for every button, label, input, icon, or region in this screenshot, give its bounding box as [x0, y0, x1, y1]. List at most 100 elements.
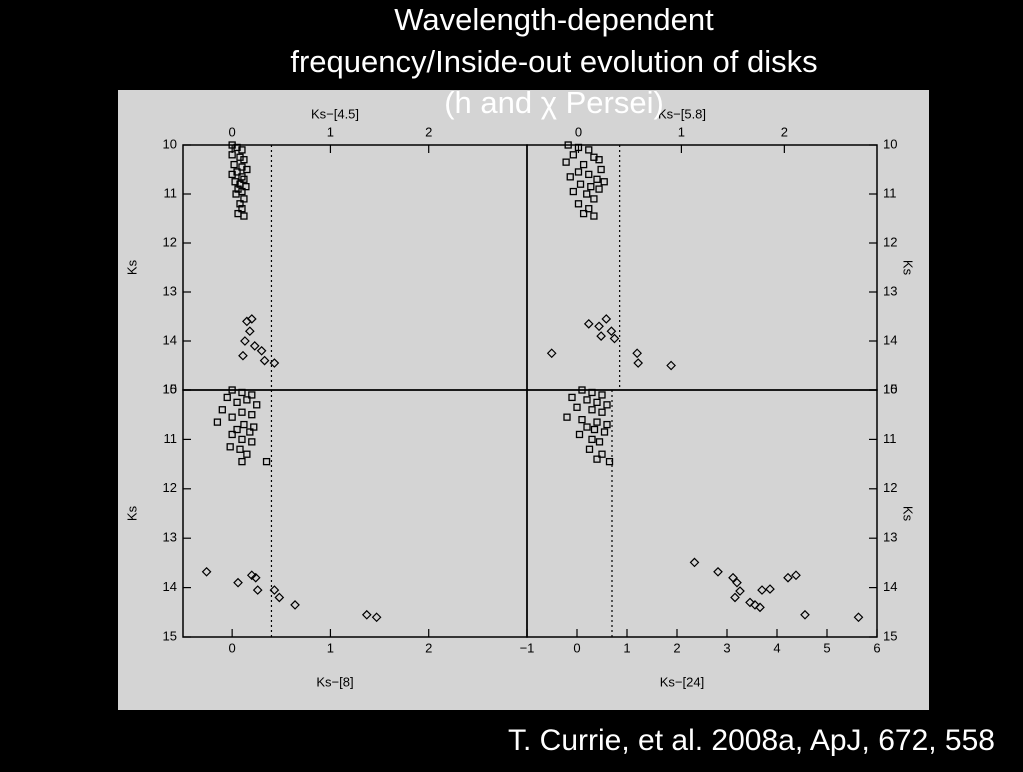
diamond-point [252, 585, 263, 595]
square-point [573, 403, 581, 411]
square-point [233, 425, 241, 434]
square-point [578, 386, 586, 394]
square-point [228, 151, 236, 159]
y-tick-label: 11 [164, 185, 178, 200]
square-point [226, 443, 234, 451]
y-tick-label: 10 [163, 136, 177, 151]
square-point [562, 158, 570, 166]
square-point [566, 173, 574, 181]
square-point [595, 185, 603, 193]
y-tick-label: 13 [883, 283, 897, 298]
x-tick-label: 2 [673, 640, 680, 655]
x-tick-label: 1 [327, 124, 334, 139]
square-point [598, 391, 606, 399]
diamond-point [757, 585, 767, 595]
y-tick-label: 12 [163, 480, 177, 495]
square-point [242, 182, 250, 191]
diamond-point [666, 360, 676, 371]
title-line: (h and χ Persei) [444, 85, 664, 120]
square-point [583, 396, 591, 404]
diamond-point [606, 326, 617, 337]
square-point [579, 160, 588, 169]
y-axis-label: Ks [901, 260, 916, 276]
square-point [583, 190, 591, 198]
square-point [228, 413, 236, 421]
y-tick-label: 15 [883, 381, 897, 396]
square-point [588, 388, 596, 397]
square-point [603, 401, 611, 409]
square-point [593, 455, 601, 463]
diamond-point [274, 592, 285, 603]
square-point [597, 165, 605, 174]
square-point [238, 457, 246, 466]
square-point [564, 141, 572, 149]
y-tick-label: 10 [883, 136, 897, 151]
x-tick-label: 6 [873, 640, 880, 655]
square-point [568, 393, 576, 402]
diamond-point [730, 592, 740, 603]
square-point [563, 413, 571, 421]
square-point [605, 457, 614, 466]
square-point [223, 393, 231, 402]
square-point [228, 430, 236, 439]
square-point [238, 205, 246, 213]
square-point [579, 209, 588, 218]
diamond-point [238, 350, 248, 361]
square-point [246, 428, 254, 436]
title-line: frequency/Inside-out evolution of disks [290, 44, 817, 79]
y-tick-label: 13 [163, 530, 177, 545]
title-line: Wavelength-dependent [394, 2, 714, 37]
square-point [243, 165, 251, 174]
y-axis-label: Ks [124, 259, 139, 275]
square-point [238, 408, 246, 416]
square-point [588, 435, 596, 444]
x-axis-label: Ks−[4.5] [311, 106, 359, 121]
square-point [574, 143, 583, 152]
square-point [240, 195, 248, 203]
diamond-point [609, 333, 620, 344]
x-axis-label: Ks−[24] [660, 674, 704, 689]
diamond-point [249, 341, 260, 351]
square-point [228, 170, 236, 179]
square-point [240, 156, 248, 164]
square-point [600, 178, 608, 186]
square-point [590, 195, 598, 203]
square-point [569, 187, 577, 196]
square-point [236, 445, 244, 453]
square-point [576, 180, 585, 188]
figure-background [118, 90, 929, 710]
square-point [587, 182, 595, 191]
square-point [213, 418, 222, 426]
y-tick-label: 14 [883, 579, 897, 594]
y-tick-label: 10 [163, 381, 177, 396]
square-point [569, 151, 577, 159]
square-point [590, 212, 598, 220]
y-tick-label: 14 [163, 579, 177, 594]
square-point [230, 160, 238, 169]
square-point [240, 175, 248, 183]
diamond-point [244, 326, 255, 337]
diamond-point [800, 609, 810, 620]
diamond-point [256, 345, 267, 356]
diamond-point [201, 566, 212, 577]
diamond-point [791, 570, 801, 581]
diamond-point [596, 331, 606, 341]
diamond-point [242, 316, 252, 327]
square-point [240, 212, 248, 220]
square-point [583, 423, 591, 431]
y-tick-label: 15 [883, 628, 897, 643]
diamond-point [632, 348, 642, 359]
y-tick-label: 12 [163, 234, 177, 249]
diamond-point [732, 577, 742, 588]
citation: T. Currie, et al. 2008a, ApJ, 672, 558 [508, 724, 995, 757]
diamond-point [601, 314, 612, 324]
square-point [600, 428, 609, 436]
square-point [588, 406, 596, 414]
square-point [574, 168, 583, 176]
square-point [228, 386, 236, 394]
square-point [585, 170, 593, 179]
square-point [598, 408, 606, 416]
diamond-point [750, 600, 760, 610]
diamond-point [633, 358, 644, 368]
